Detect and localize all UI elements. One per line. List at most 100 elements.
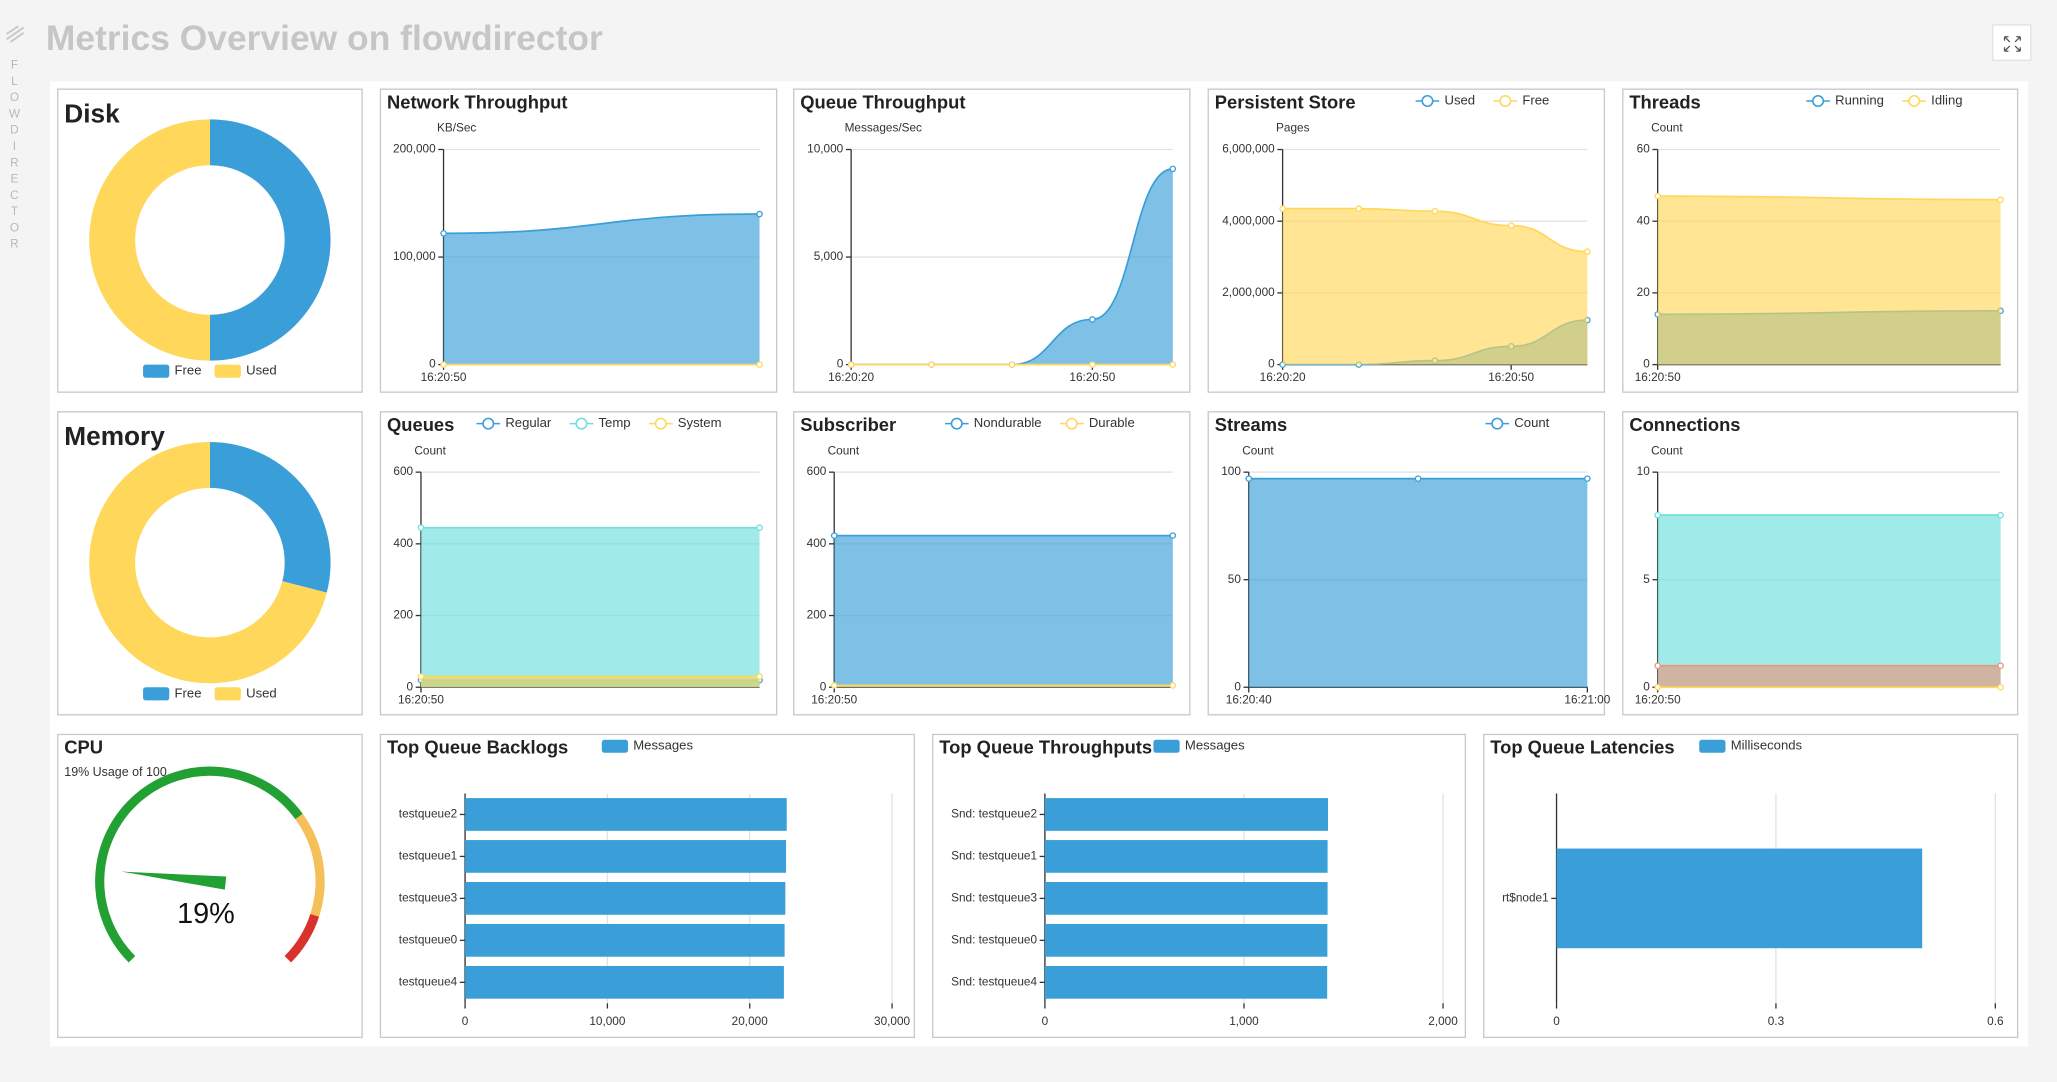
panel-title: Streams [1215,414,1287,435]
bar [465,840,787,873]
point [1008,361,1016,368]
legend-marker [1065,417,1078,430]
y-category-label: Snd: testqueue0 [951,932,1037,946]
legend-marker [1812,94,1825,108]
x-tick-label: 0.3 [1768,1014,1785,1028]
point [756,673,763,680]
area [1657,515,2001,688]
y-tick-label: 0 [407,679,414,693]
y-tick-label: 200 [807,608,827,622]
legend: Regular Temp System [476,415,722,430]
y-category-label: testqueue1 [399,849,457,863]
legend: Milliseconds [1699,738,1803,753]
y-tick-label: 10,000 [807,142,844,156]
legend-swatch [1699,739,1726,753]
x-tick-label: 16:20:50 [1488,370,1534,384]
y-tick-label: 0 [1234,679,1241,693]
line [1657,195,2001,201]
panel-title: CPU [64,737,103,758]
legend-label: System [678,415,722,430]
legend: Messages [601,738,693,753]
legend-swatch [214,364,241,378]
gauge-band [284,913,320,963]
legend-swatch [1153,739,1180,753]
legend-swatch [214,687,241,701]
sidebar-letter: L [11,74,18,88]
point [1654,192,1661,200]
logo [5,25,25,43]
panel-title: Threads [1629,91,1700,112]
point [1089,316,1096,323]
x-tick-label: 16:21:00 [1564,692,1610,706]
point [1997,196,2004,203]
bar [1044,798,1328,831]
sidebar-letter: D [10,123,19,137]
area [1282,208,1588,365]
area [1248,478,1588,688]
panel-title: Queues [387,414,454,435]
y-tick-label: 100 [1221,464,1241,478]
sidebar-letter: W [9,106,21,120]
area [1657,196,2001,365]
legend-marker [654,417,667,430]
y-tick-label: 20 [1637,285,1651,299]
legend-label: Milliseconds [1731,738,1803,753]
bar [465,965,784,999]
point [1997,662,2004,670]
point [1997,683,2004,691]
y-tick-label: 5 [1643,572,1650,586]
panel-title: Top Queue Backlogs [387,737,568,758]
y-category-label: testqueue0 [399,932,458,946]
point [830,532,838,539]
y-tick-label: 100,000 [393,249,436,263]
y-axis-label: Count [828,443,860,457]
y-tick-label: 400 [807,536,827,550]
panel-title: Top Queue Throughputs [939,737,1152,758]
area [1657,665,2001,688]
y-tick-label: 0 [820,679,827,693]
x-tick-label: 0 [1042,1014,1049,1028]
panel-title: Memory [64,421,165,451]
legend-marker [1908,94,1921,108]
y-tick-label: 400 [393,536,413,550]
y-axis-label: Count [1242,443,1274,457]
bar [465,798,787,831]
x-tick-label: 16:20:50 [1635,370,1681,384]
gauge-band [95,766,303,963]
y-tick-label: 4,000,000 [1222,213,1275,227]
sidebar-letter: E [10,172,18,186]
x-tick-label: 20,000 [732,1014,769,1028]
legend-label: Idling [1931,92,1962,107]
y-tick-label: 600 [807,464,827,478]
x-tick-label: 2,000 [1428,1014,1458,1028]
legend-swatch [143,687,170,701]
expand-button[interactable] [1992,24,2032,61]
x-tick-label: 16:20:20 [828,370,874,384]
bar [1044,965,1328,999]
y-axis-label: KB/Sec [437,121,476,135]
y-category-label: Snd: testqueue4 [951,974,1037,988]
x-tick-label: 16:20:50 [421,370,467,384]
point [1584,475,1591,482]
bar [1044,882,1328,915]
y-axis-label: Pages [1276,121,1310,135]
legend-marker [575,417,588,430]
legend-label: Used [1444,92,1475,107]
y-category-label: Snd: testqueue1 [951,849,1037,863]
panel-title: Subscriber [800,414,896,435]
y-tick-label: 50 [1228,572,1242,586]
point [1654,683,1661,691]
page-title: Metrics Overview on flowdirector [46,18,603,58]
legend-label: Temp [599,415,631,430]
legend-label: Durable [1089,415,1135,430]
point [1654,511,1661,519]
legend-marker [482,417,495,430]
panel-title: Connections [1629,414,1740,435]
legend-label: Nondurable [974,415,1042,430]
y-tick-label: 40 [1637,213,1651,227]
y-tick-label: 600 [393,464,413,478]
legend-label: Free [175,685,202,700]
point [847,361,855,368]
gauge-needle [121,871,227,890]
